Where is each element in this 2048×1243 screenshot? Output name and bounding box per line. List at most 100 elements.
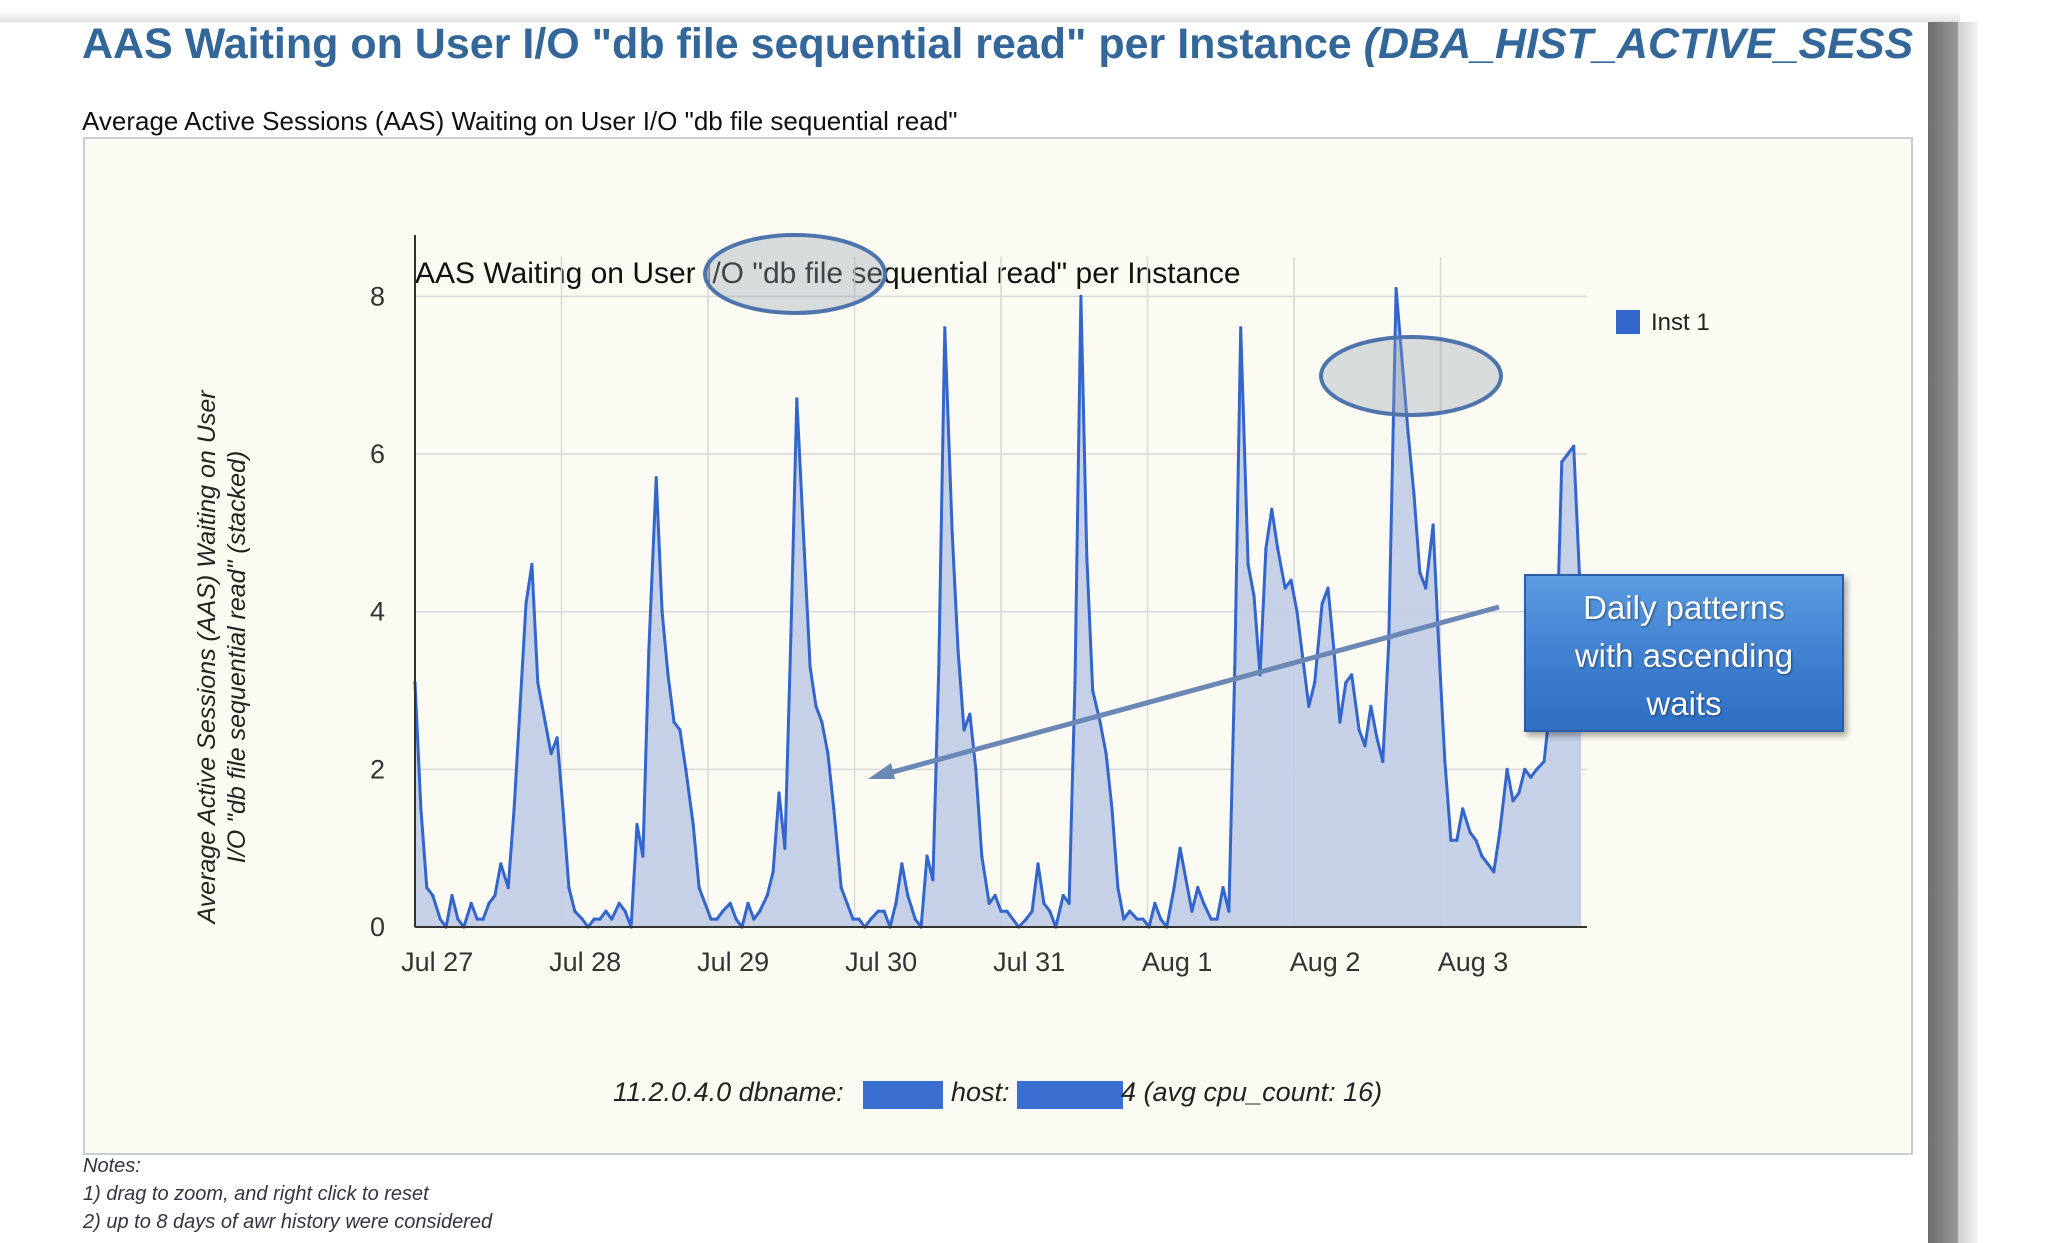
data-point[interactable] xyxy=(493,893,497,898)
data-point[interactable] xyxy=(549,752,553,756)
data-point[interactable] xyxy=(1535,767,1539,772)
data-point[interactable] xyxy=(419,807,423,811)
data-point[interactable] xyxy=(1529,775,1533,779)
data-point[interactable] xyxy=(1073,681,1077,685)
data-point[interactable] xyxy=(765,893,769,898)
data-point[interactable] xyxy=(1344,681,1348,685)
data-point[interactable] xyxy=(1270,507,1274,511)
data-point[interactable] xyxy=(1400,357,1404,362)
data-point[interactable] xyxy=(666,673,670,677)
data-point[interactable] xyxy=(592,917,596,921)
data-point[interactable] xyxy=(1215,917,1219,921)
data-point[interactable] xyxy=(715,917,719,921)
data-point[interactable] xyxy=(1153,901,1157,906)
data-point[interactable] xyxy=(499,862,503,866)
data-point[interactable] xyxy=(851,917,855,921)
data-point[interactable] xyxy=(512,807,516,811)
data-point[interactable] xyxy=(1239,326,1243,330)
data-point[interactable] xyxy=(1067,901,1071,906)
data-point[interactable] xyxy=(672,720,676,724)
data-point[interactable] xyxy=(1492,870,1496,874)
data-point[interactable] xyxy=(555,736,559,740)
data-point[interactable] xyxy=(728,901,732,906)
data-point[interactable] xyxy=(1387,641,1391,645)
data-point[interactable] xyxy=(987,901,991,906)
data-point[interactable] xyxy=(635,822,639,827)
data-point[interactable] xyxy=(456,917,460,921)
data-point[interactable] xyxy=(1196,886,1200,890)
data-point[interactable] xyxy=(543,720,547,724)
data-point[interactable] xyxy=(1202,901,1206,906)
data-point[interactable] xyxy=(906,893,910,898)
data-point[interactable] xyxy=(469,901,473,906)
series-line-0[interactable] xyxy=(413,287,1583,929)
data-point[interactable] xyxy=(1024,917,1028,921)
data-point[interactable] xyxy=(814,704,818,708)
chart-frame[interactable]: AAS Waiting on User I/O "db file sequent… xyxy=(83,137,1913,1155)
data-point[interactable] xyxy=(1560,460,1564,464)
data-point[interactable] xyxy=(604,909,608,913)
data-point[interactable] xyxy=(1437,649,1441,653)
data-point[interactable] xyxy=(697,886,701,890)
data-point[interactable] xyxy=(956,649,960,653)
data-point[interactable] xyxy=(450,893,454,898)
data-point[interactable] xyxy=(487,901,491,906)
data-point[interactable] xyxy=(1394,286,1398,291)
data-point[interactable] xyxy=(1443,759,1447,764)
data-point[interactable] xyxy=(795,397,799,401)
data-point[interactable] xyxy=(1523,767,1527,772)
data-point[interactable] xyxy=(968,712,972,716)
data-point[interactable] xyxy=(777,791,781,795)
chart-svg[interactable]: AAS Waiting on User I/O "db file sequent… xyxy=(85,139,1911,1153)
data-point[interactable] xyxy=(925,854,929,858)
data-point[interactable] xyxy=(943,326,947,330)
data-point[interactable] xyxy=(1449,838,1453,842)
data-point[interactable] xyxy=(1381,759,1385,764)
data-point[interactable] xyxy=(752,917,756,921)
data-point[interactable] xyxy=(431,893,435,898)
data-point[interactable] xyxy=(623,909,627,913)
data-point[interactable] xyxy=(1295,610,1299,614)
data-point[interactable] xyxy=(802,547,806,551)
data-point[interactable] xyxy=(1307,704,1311,708)
data-point[interactable] xyxy=(980,854,984,858)
data-point[interactable] xyxy=(1079,294,1083,298)
data-point[interactable] xyxy=(524,602,528,606)
data-point[interactable] xyxy=(580,917,584,921)
data-point[interactable] xyxy=(931,878,935,882)
data-point[interactable] xyxy=(530,562,534,566)
data-point[interactable] xyxy=(1178,846,1182,850)
data-point[interactable] xyxy=(783,846,787,850)
data-point[interactable] xyxy=(1091,688,1095,693)
data-point[interactable] xyxy=(1061,893,1065,898)
data-point[interactable] xyxy=(703,901,707,906)
data-point[interactable] xyxy=(1542,759,1546,764)
data-point[interactable] xyxy=(789,633,793,637)
data-point[interactable] xyxy=(654,476,658,480)
data-point[interactable] xyxy=(1233,665,1237,669)
data-point[interactable] xyxy=(506,886,510,890)
data-point[interactable] xyxy=(678,728,682,732)
data-point[interactable] xyxy=(1135,917,1139,921)
data-point[interactable] xyxy=(1184,878,1188,882)
data-point[interactable] xyxy=(567,886,571,890)
data-point[interactable] xyxy=(1431,523,1435,527)
data-point[interactable] xyxy=(1252,594,1256,598)
data-point[interactable] xyxy=(660,610,664,614)
data-point[interactable] xyxy=(1480,854,1484,858)
data-point[interactable] xyxy=(1141,917,1145,921)
data-point[interactable] xyxy=(820,720,824,724)
data-point[interactable] xyxy=(1326,586,1330,590)
data-point[interactable] xyxy=(882,909,886,913)
data-point[interactable] xyxy=(481,917,485,921)
data-point[interactable] xyxy=(758,909,762,913)
data-point[interactable] xyxy=(876,909,880,913)
data-point[interactable] xyxy=(1474,838,1478,842)
data-point[interactable] xyxy=(1363,744,1367,748)
data-point[interactable] xyxy=(993,893,997,898)
data-point[interactable] xyxy=(598,917,602,921)
data-point[interactable] xyxy=(438,917,442,921)
legend-label-inst-1[interactable]: Inst 1 xyxy=(1651,309,1710,336)
data-point[interactable] xyxy=(734,917,738,921)
data-point[interactable] xyxy=(937,665,941,669)
